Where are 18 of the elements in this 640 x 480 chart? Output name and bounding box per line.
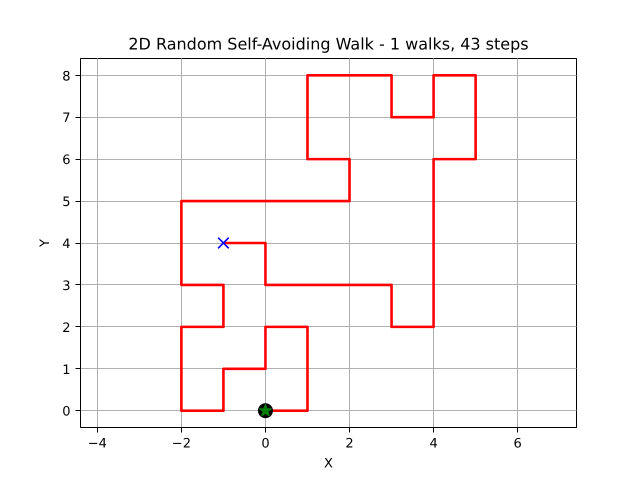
chart-title: 2D Random Self-Avoiding Walk - 1 walks, 43 steps — [128, 34, 529, 54]
x-tick-label: −2 — [172, 436, 191, 452]
y-tick-label: 1 — [62, 362, 71, 378]
x-tick-label: 4 — [429, 436, 438, 452]
x-tick-label: 6 — [514, 436, 522, 452]
y-tick-label: 6 — [62, 153, 71, 168]
x-tick-label: 2 — [345, 436, 354, 452]
x-tick-label: −4 — [88, 436, 107, 452]
x-tick-label: 0 — [261, 436, 270, 452]
y-tick-label: 3 — [62, 278, 71, 294]
y-tick-label: 5 — [62, 195, 71, 210]
y-tick-label: 4 — [62, 237, 71, 252]
x-axis-title: X — [324, 456, 334, 472]
y-tick-label: 7 — [62, 111, 71, 126]
y-axis-title: Y — [38, 238, 54, 248]
y-tick-label: 8 — [62, 69, 71, 84]
y-tick-label: 2 — [62, 320, 71, 336]
y-tick-label: 0 — [62, 404, 71, 420]
